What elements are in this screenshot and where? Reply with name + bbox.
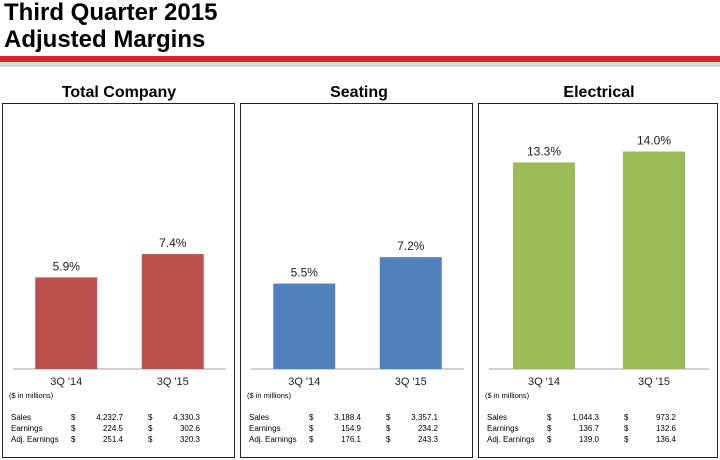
data-label-seating-2: 7.2% xyxy=(397,239,425,253)
units-note: ($ in millions) xyxy=(9,391,54,400)
currency-symbol: $ xyxy=(386,435,391,444)
currency-symbol: $ xyxy=(71,435,76,444)
x-tick-label-seating-1: 3Q '14 xyxy=(288,376,320,388)
page-title-line-2: Adjusted Margins xyxy=(4,26,206,53)
value-3q15: 4,330.3 xyxy=(173,413,200,422)
table-row: Adj. Earnings $139.0 $136.4 xyxy=(487,434,707,445)
bar-seating-1 xyxy=(273,283,336,369)
row-label: Adj. Earnings xyxy=(11,435,59,444)
currency-symbol: $ xyxy=(309,435,314,444)
currency-symbol: $ xyxy=(386,413,391,422)
x-tick-label-total-company-2: 3Q '15 xyxy=(157,376,189,388)
row-label: Earnings xyxy=(487,424,519,433)
currency-symbol: $ xyxy=(624,413,629,422)
currency-symbol: $ xyxy=(148,424,153,433)
currency-symbol: $ xyxy=(624,424,629,433)
table-row: Earnings $154.9 $234.2 xyxy=(249,423,469,434)
row-label: Earnings xyxy=(11,424,43,433)
value-3q15: 302.6 xyxy=(179,424,200,433)
value-3q15: 136.4 xyxy=(655,435,676,444)
table-row: Earnings $136.7 $132.6 xyxy=(487,423,707,434)
value-3q14: 224.5 xyxy=(102,424,123,433)
bar-chart-total-company: 5.9% 3Q '14 7.4% 3Q '15 xyxy=(13,236,226,388)
panel-title-electrical: Electrical xyxy=(563,84,635,101)
data-label-total-company-1: 5.9% xyxy=(53,259,81,273)
data-label-electrical-1: 13.3% xyxy=(527,144,561,158)
value-3q15: 243.3 xyxy=(417,435,438,444)
table-row: Adj. Earnings $176.1 $243.3 xyxy=(249,434,469,445)
row-label: Adj. Earnings xyxy=(249,435,297,444)
data-label-electrical-2: 14.0% xyxy=(637,134,671,148)
value-3q14: 251.4 xyxy=(102,435,123,444)
value-3q14: 176.1 xyxy=(340,435,361,444)
table-row: Sales $4,232.7 $4,330.3 xyxy=(11,412,231,423)
x-tick-label-electrical-2: 3Q '15 xyxy=(638,376,670,388)
value-3q14: 1,044.3 xyxy=(572,413,599,422)
bar-total-company-2 xyxy=(141,254,204,369)
chart-panel-total-company: 5.9% 3Q '14 7.4% 3Q '15 ($ in millions) Sal… xyxy=(2,103,235,458)
bar-total-company-1 xyxy=(35,277,98,369)
row-label: Sales xyxy=(487,413,508,422)
table-row: Sales $3,188.4 $3,357.1 xyxy=(249,412,469,423)
currency-symbol: $ xyxy=(386,424,391,433)
units-note: ($ in millions) xyxy=(485,391,530,400)
currency-symbol: $ xyxy=(624,435,629,444)
currency-symbol: $ xyxy=(148,435,153,444)
header-divider-grey xyxy=(0,62,720,67)
chart-panel-electrical: 13.3% 3Q '14 14.0% 3Q '15 ($ in millions) S… xyxy=(478,103,718,458)
header-divider-red xyxy=(0,56,720,62)
panel-title-seating: Seating xyxy=(330,84,388,101)
currency-symbol: $ xyxy=(71,413,76,422)
currency-symbol: $ xyxy=(309,424,314,433)
currency-symbol: $ xyxy=(547,424,552,433)
x-tick-label-total-company-1: 3Q '14 xyxy=(50,376,82,388)
table-row: Sales $1,044.3 $973.2 xyxy=(487,412,707,423)
bar-seating-2 xyxy=(379,257,442,369)
x-tick-label-electrical-1: 3Q '14 xyxy=(528,376,560,388)
value-3q15: 132.6 xyxy=(655,424,676,433)
value-3q14: 136.7 xyxy=(578,424,599,433)
bar-electrical-2 xyxy=(623,151,685,369)
row-label: Earnings xyxy=(249,424,281,433)
currency-symbol: $ xyxy=(309,413,314,422)
value-3q15: 3,357.1 xyxy=(411,413,438,422)
currency-symbol: $ xyxy=(547,413,552,422)
currency-symbol: $ xyxy=(71,424,76,433)
row-label: Sales xyxy=(249,413,270,422)
bar-chart-electrical: 13.3% 3Q '14 14.0% 3Q '15 xyxy=(489,134,709,388)
panel-title-total-company: Total Company xyxy=(61,84,177,101)
x-tick-label-seating-2: 3Q '15 xyxy=(395,376,427,388)
value-3q15: 973.2 xyxy=(655,413,676,422)
value-3q15: 234.2 xyxy=(417,424,438,433)
value-3q14: 4,232.7 xyxy=(96,413,123,422)
data-label-seating-1: 5.5% xyxy=(291,266,319,280)
value-3q15: 320.3 xyxy=(179,435,200,444)
row-label: Sales xyxy=(11,413,32,422)
row-label: Adj. Earnings xyxy=(487,435,535,444)
units-note: ($ in millions) xyxy=(247,391,292,400)
currency-symbol: $ xyxy=(148,413,153,422)
value-3q14: 3,188.4 xyxy=(334,413,361,422)
value-3q14: 139.0 xyxy=(578,435,599,444)
data-label-total-company-2: 7.4% xyxy=(159,236,187,250)
bar-chart-seating: 5.5% 3Q '14 7.2% 3Q '15 xyxy=(251,239,464,388)
value-3q14: 154.9 xyxy=(340,424,361,433)
chart-panel-seating: 5.5% 3Q '14 7.2% 3Q '15 ($ in millions) Sal… xyxy=(240,103,473,458)
currency-symbol: $ xyxy=(547,435,552,444)
page-title-line-1: Third Quarter 2015 xyxy=(4,0,218,26)
table-row: Adj. Earnings $251.4 $320.3 xyxy=(11,434,231,445)
table-row: Earnings $224.5 $302.6 xyxy=(11,423,231,434)
bar-electrical-1 xyxy=(513,162,575,369)
